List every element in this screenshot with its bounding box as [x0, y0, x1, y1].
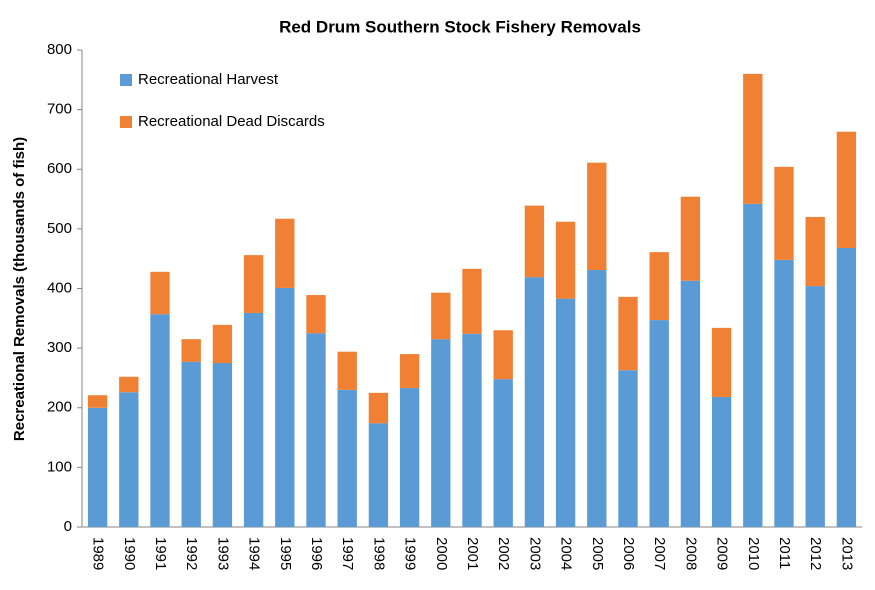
- x-tick-label: 1990: [121, 537, 138, 570]
- x-tick-label: 2008: [682, 537, 699, 570]
- bar-segment: [743, 73, 763, 204]
- x-tick-label: 1991: [152, 537, 169, 570]
- y-tick-label: 100: [47, 458, 72, 475]
- x-tick-label: 1998: [370, 537, 387, 570]
- y-axis-label: Recreational Removals (thousands of fish…: [11, 137, 28, 441]
- bar-segment: [649, 252, 669, 321]
- y-tick-label: 500: [47, 220, 72, 237]
- bar-segment: [306, 333, 326, 527]
- x-tick-label: 2007: [651, 537, 668, 570]
- bar-segment: [87, 395, 108, 408]
- x-tick-label: 1999: [402, 537, 419, 570]
- bar-segment: [836, 247, 857, 527]
- chart-title: Red Drum Southern Stock Fishery Removals: [279, 17, 641, 36]
- y-tick-label: 800: [47, 41, 72, 58]
- legend-swatch: [120, 116, 132, 128]
- bar-segment: [150, 314, 170, 527]
- x-tick-label: 2004: [558, 537, 575, 570]
- x-tick-label: 2003: [526, 537, 543, 570]
- bar-segment: [431, 292, 451, 340]
- bar-segment: [618, 370, 638, 527]
- x-tick-label: 2010: [745, 537, 762, 570]
- bar-segment: [275, 218, 295, 288]
- bar-segment: [243, 255, 264, 313]
- bar-segment: [587, 162, 607, 271]
- legend-swatch: [120, 74, 132, 86]
- bar-segment: [399, 388, 420, 527]
- bar-segment: [462, 333, 482, 527]
- bar-segment: [524, 205, 545, 278]
- bar-segment: [399, 354, 420, 389]
- x-tick-label: 2012: [807, 537, 824, 570]
- bar-segment: [618, 296, 638, 371]
- bar-segment: [805, 286, 825, 527]
- x-tick-label: 2013: [838, 537, 855, 570]
- x-tick-label: 2009: [714, 537, 731, 570]
- bar-segment: [337, 351, 357, 390]
- y-tick-label: 0: [64, 518, 72, 535]
- bar-segment: [337, 389, 357, 527]
- bar-segment: [181, 361, 201, 527]
- x-tick-label: 1989: [90, 537, 107, 570]
- x-tick-label: 1994: [246, 537, 263, 570]
- y-tick-label: 700: [47, 101, 72, 118]
- x-tick-label: 1997: [339, 537, 356, 570]
- bar-segment: [493, 379, 513, 527]
- bar-segment: [836, 131, 857, 248]
- x-tick-label: 2001: [464, 537, 481, 570]
- bar-segment: [462, 268, 482, 334]
- x-tick-label: 1992: [183, 537, 200, 570]
- bar-segment: [774, 259, 794, 527]
- y-tick-label: 200: [47, 399, 72, 416]
- x-tick-label: 2006: [620, 537, 637, 570]
- bar-segment: [711, 397, 732, 527]
- bar-segment: [680, 280, 701, 527]
- bar-segment: [431, 339, 451, 527]
- x-tick-label: 1995: [277, 537, 294, 570]
- bar-segment: [649, 320, 669, 527]
- x-tick-label: 1996: [308, 537, 325, 570]
- x-tick-label: 2011: [776, 537, 793, 569]
- bar-segment: [368, 392, 389, 424]
- bar-segment: [368, 423, 389, 527]
- bar-segment: [150, 271, 170, 315]
- bar-segment: [119, 376, 139, 393]
- bar-segment: [680, 196, 701, 281]
- bar-segment: [587, 270, 607, 527]
- x-tick-label: 2002: [495, 537, 512, 570]
- y-tick-label: 600: [47, 160, 72, 177]
- bar-segment: [711, 327, 732, 398]
- bar-segment: [243, 312, 264, 527]
- bar-segment: [275, 287, 295, 527]
- bar-segment: [119, 392, 139, 527]
- bar-segment: [774, 166, 794, 260]
- bar-segment: [212, 363, 233, 527]
- bar-segment: [212, 324, 233, 364]
- bar-segment: [306, 295, 326, 334]
- bar-segment: [555, 221, 576, 299]
- legend-label: Recreational Dead Discards: [138, 113, 325, 130]
- x-tick-label: 2000: [433, 537, 450, 570]
- bar-segment: [493, 330, 513, 380]
- bar-segment: [87, 407, 108, 527]
- y-tick-label: 400: [47, 279, 72, 296]
- y-tick-label: 300: [47, 339, 72, 356]
- x-tick-label: 2005: [589, 537, 606, 570]
- bar-segment: [555, 298, 576, 527]
- legend-label: Recreational Harvest: [138, 71, 279, 88]
- bar-segment: [743, 203, 763, 527]
- x-tick-label: 1993: [214, 537, 231, 570]
- bar-segment: [805, 216, 825, 287]
- bar-segment: [524, 277, 545, 527]
- bar-segment: [181, 339, 201, 362]
